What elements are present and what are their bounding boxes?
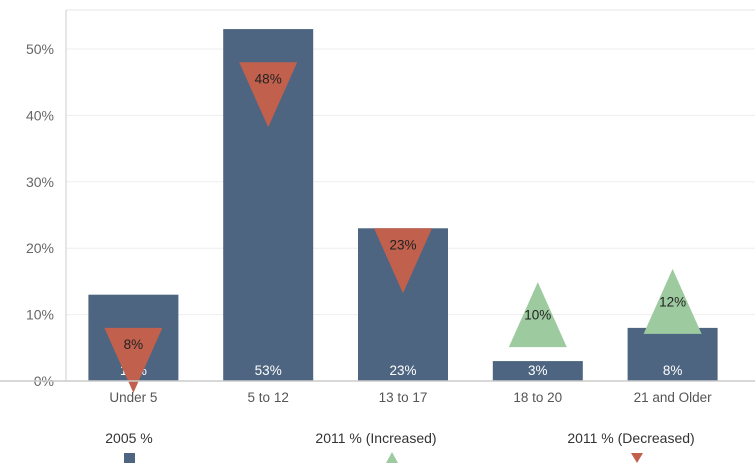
marker-decreased bbox=[374, 228, 432, 294]
x-tick-label: 18 to 20 bbox=[513, 390, 562, 405]
marker-increased bbox=[508, 282, 567, 348]
bar bbox=[492, 361, 583, 381]
legend-label: 2011 % (Decreased) bbox=[567, 430, 694, 446]
legend-swatch-bar bbox=[124, 453, 135, 463]
marker-increased bbox=[643, 268, 702, 334]
marker-value-label: 8% bbox=[124, 337, 144, 352]
marker-decreased bbox=[239, 62, 298, 128]
marker-decreased bbox=[104, 327, 163, 393]
bar-value-label: 23% bbox=[389, 363, 416, 378]
legend-label: 2011 % (Increased) bbox=[315, 430, 436, 446]
x-tick-label: 21 and Older bbox=[634, 390, 713, 405]
bar-value-label: 53% bbox=[255, 363, 282, 378]
x-tick-label: Under 5 bbox=[109, 390, 157, 405]
y-tick-label: 10% bbox=[26, 307, 54, 323]
x-tick-label: 5 to 12 bbox=[248, 390, 289, 405]
marker-value-label: 48% bbox=[255, 71, 282, 86]
y-tick-label: 20% bbox=[26, 240, 54, 256]
y-tick-label: 30% bbox=[26, 174, 54, 190]
marker-series-2011: 8% 48% 23% 10% 12% bbox=[104, 62, 702, 393]
bar bbox=[627, 327, 718, 381]
y-tick-label: 40% bbox=[26, 107, 54, 123]
bar-value-label: 3% bbox=[528, 363, 548, 378]
x-tick-label: 13 to 17 bbox=[379, 390, 428, 405]
y-tick-label: 50% bbox=[26, 41, 54, 57]
legend-label: 2005 % bbox=[105, 430, 152, 446]
legend-swatch-triangle-up bbox=[386, 452, 398, 463]
bar-series-2005: 13%53%23%3%8% bbox=[88, 29, 718, 382]
legend-swatch-triangle-down bbox=[631, 453, 643, 463]
marker-value-label: 12% bbox=[659, 294, 686, 309]
marker-value-label: 10% bbox=[524, 308, 551, 323]
legend: 2005 % 2011 % (Increased) 2011 % (Decrease… bbox=[105, 430, 695, 463]
bar-value-label: 8% bbox=[663, 363, 683, 378]
marker-value-label: 23% bbox=[389, 237, 416, 252]
